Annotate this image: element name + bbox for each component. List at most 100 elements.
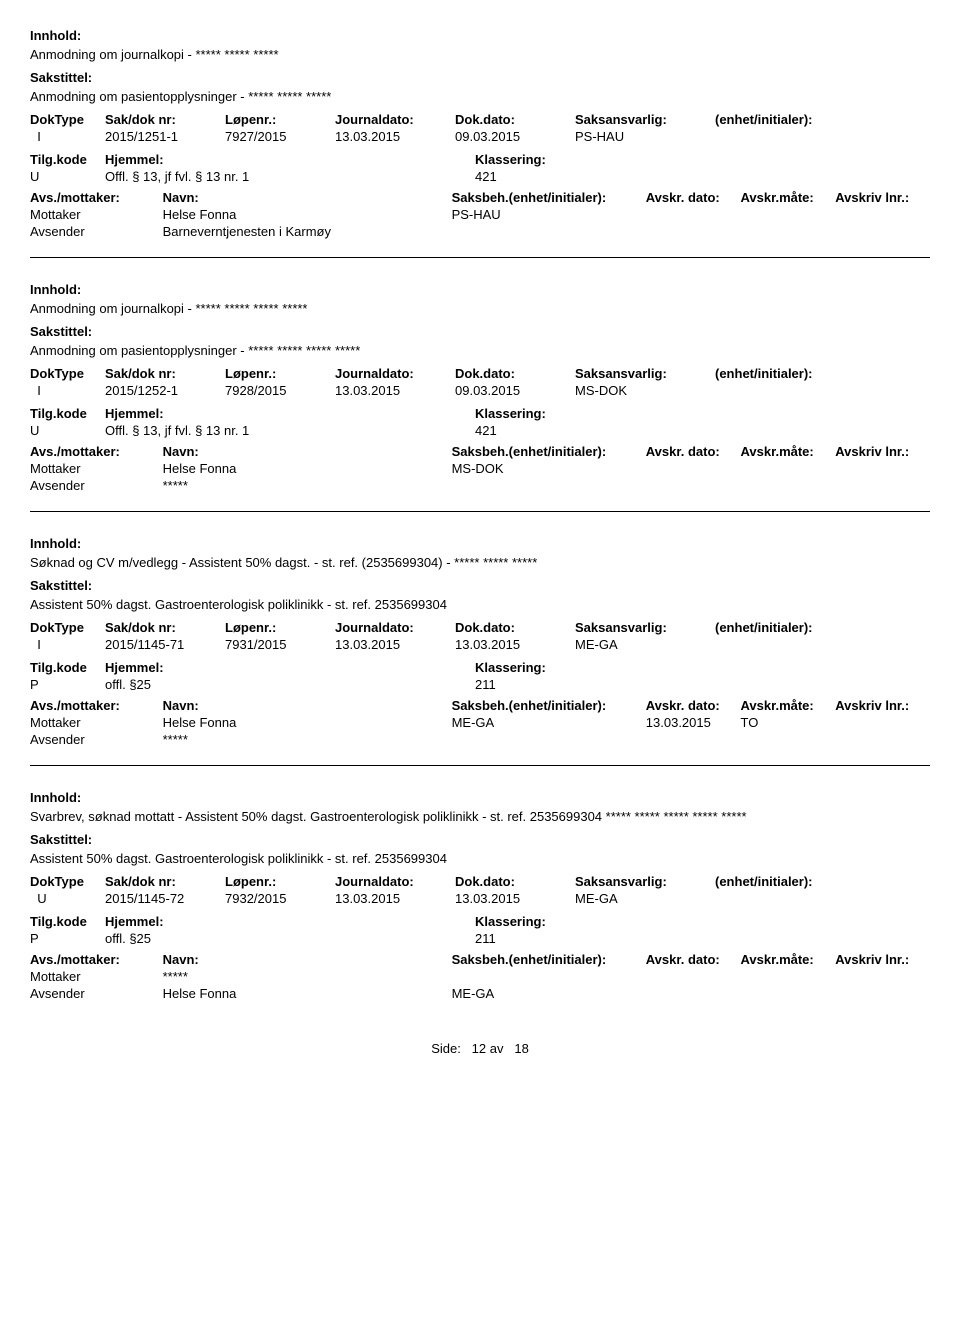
value-cell xyxy=(741,969,836,984)
value-cell xyxy=(452,224,646,239)
value-cell xyxy=(646,224,741,239)
header-cell: Saksansvarlig: xyxy=(575,112,715,127)
innhold-label: Innhold: xyxy=(30,536,930,551)
header-cell: Saksbeh.(enhet/initialer): xyxy=(452,698,646,713)
header-cell: Journaldato: xyxy=(335,366,455,381)
header-cell: Sak/dok nr: xyxy=(105,112,225,127)
party-headers: Avs./mottaker:Navn:Saksbeh.(enhet/initia… xyxy=(30,698,930,713)
header-cell: Tilg.kode xyxy=(30,660,105,675)
meta-headers: DokTypeSak/dok nr:Løpenr.:Journaldato:Do… xyxy=(30,366,930,381)
header-cell: Navn: xyxy=(163,698,452,713)
value-cell: 2015/1145-71 xyxy=(105,637,225,652)
header-cell: Avskriv lnr.: xyxy=(835,444,930,459)
value-cell xyxy=(646,478,741,493)
meta-values: U2015/1145-727932/201513.03.201513.03.20… xyxy=(30,891,930,906)
value-cell: 2015/1145-72 xyxy=(105,891,225,906)
footer-page: 12 xyxy=(472,1041,486,1056)
footer-total: 18 xyxy=(514,1041,528,1056)
value-cell xyxy=(741,207,836,222)
header-cell: DokType xyxy=(30,112,105,127)
value-cell: ME-GA xyxy=(575,891,715,906)
meta-values: I2015/1145-717931/201513.03.201513.03.20… xyxy=(30,637,930,652)
value-cell: P xyxy=(30,931,105,946)
header-cell: Journaldato: xyxy=(335,112,455,127)
value-cell: Mottaker xyxy=(30,969,163,984)
value-cell: ME-GA xyxy=(452,986,646,1001)
header-cell: Avskriv lnr.: xyxy=(835,190,930,205)
value-cell xyxy=(835,461,930,476)
header-cell: Avs./mottaker: xyxy=(30,190,163,205)
header-cell: Saksansvarlig: xyxy=(575,620,715,635)
party-row: MottakerHelse FonnaME-GA13.03.2015TO xyxy=(30,715,930,730)
header-cell: Avskr. dato: xyxy=(646,444,741,459)
sakstittel-label: Sakstittel: xyxy=(30,324,930,339)
value-cell: ***** xyxy=(163,478,452,493)
record-separator xyxy=(30,511,930,512)
header-cell: Saksbeh.(enhet/initialer): xyxy=(452,952,646,967)
value-cell xyxy=(835,715,930,730)
header-cell: Journaldato: xyxy=(335,620,455,635)
party-headers: Avs./mottaker:Navn:Saksbeh.(enhet/initia… xyxy=(30,190,930,205)
party-headers: Avs./mottaker:Navn:Saksbeh.(enhet/initia… xyxy=(30,952,930,967)
header-cell: Tilg.kode xyxy=(30,914,105,929)
value-cell: Avsender xyxy=(30,732,163,747)
value-cell xyxy=(646,986,741,1001)
meta-headers: DokTypeSak/dok nr:Løpenr.:Journaldato:Do… xyxy=(30,112,930,127)
header-cell: Tilg.kode xyxy=(30,152,105,167)
header-cell: Navn: xyxy=(163,952,452,967)
header-cell: DokType xyxy=(30,620,105,635)
sakstittel-value: Anmodning om pasientopplysninger - *****… xyxy=(30,343,930,358)
value-cell: ***** xyxy=(163,969,452,984)
party-row: MottakerHelse FonnaMS-DOK xyxy=(30,461,930,476)
record-separator xyxy=(30,765,930,766)
value-cell: ***** xyxy=(163,732,452,747)
value-cell xyxy=(741,224,836,239)
header-cell: Saksbeh.(enhet/initialer): xyxy=(452,190,646,205)
innhold-value: Anmodning om journalkopi - ***** ***** *… xyxy=(30,47,930,62)
value-cell: 13.03.2015 xyxy=(455,637,575,652)
header-cell: Tilg.kode xyxy=(30,406,105,421)
header-cell: Dok.dato: xyxy=(455,620,575,635)
value-cell: 13.03.2015 xyxy=(646,715,741,730)
header-cell: (enhet/initialer): xyxy=(715,112,885,127)
value-cell xyxy=(715,891,885,906)
record-separator xyxy=(30,257,930,258)
party-headers: Avs./mottaker:Navn:Saksbeh.(enhet/initia… xyxy=(30,444,930,459)
value-cell: Helse Fonna xyxy=(163,461,452,476)
tilg-values: UOffl. § 13, jf fvl. § 13 nr. 1421 xyxy=(30,169,930,184)
value-cell xyxy=(835,478,930,493)
value-cell: U xyxy=(30,423,105,438)
value-cell: 13.03.2015 xyxy=(335,891,455,906)
value-cell: 2015/1252-1 xyxy=(105,383,225,398)
header-cell: Hjemmel: xyxy=(105,914,475,929)
value-cell: offl. §25 xyxy=(105,931,475,946)
value-cell: 13.03.2015 xyxy=(335,383,455,398)
header-cell: (enhet/initialer): xyxy=(715,874,885,889)
value-cell xyxy=(715,637,885,652)
value-cell xyxy=(452,732,646,747)
header-cell: Klassering: xyxy=(475,914,775,929)
value-cell: 7931/2015 xyxy=(225,637,335,652)
innhold-value: Svarbrev, søknad mottatt - Assistent 50%… xyxy=(30,809,930,824)
header-cell: Dok.dato: xyxy=(455,112,575,127)
party-row: MottakerHelse FonnaPS-HAU xyxy=(30,207,930,222)
sakstittel-value: Assistent 50% dagst. Gastroenterologisk … xyxy=(30,851,930,866)
value-cell: PS-HAU xyxy=(452,207,646,222)
meta-headers: DokTypeSak/dok nr:Løpenr.:Journaldato:Do… xyxy=(30,620,930,635)
value-cell: 09.03.2015 xyxy=(455,129,575,144)
header-cell: (enhet/initialer): xyxy=(715,366,885,381)
value-cell: Barneverntjenesten i Karmøy xyxy=(163,224,452,239)
header-cell: Løpenr.: xyxy=(225,874,335,889)
value-cell xyxy=(741,986,836,1001)
value-cell: TO xyxy=(741,715,836,730)
meta-values: I2015/1252-17928/201513.03.201509.03.201… xyxy=(30,383,930,398)
records-container: Innhold: Anmodning om journalkopi - *****… xyxy=(30,28,930,1001)
header-cell: Avskr.måte: xyxy=(741,190,836,205)
value-cell xyxy=(741,461,836,476)
value-cell: 09.03.2015 xyxy=(455,383,575,398)
innhold-value: Anmodning om journalkopi - ***** ***** *… xyxy=(30,301,930,316)
header-cell: Avs./mottaker: xyxy=(30,698,163,713)
party-row: AvsenderBarneverntjenesten i Karmøy xyxy=(30,224,930,239)
innhold-label: Innhold: xyxy=(30,28,930,43)
value-cell: I xyxy=(30,383,105,398)
